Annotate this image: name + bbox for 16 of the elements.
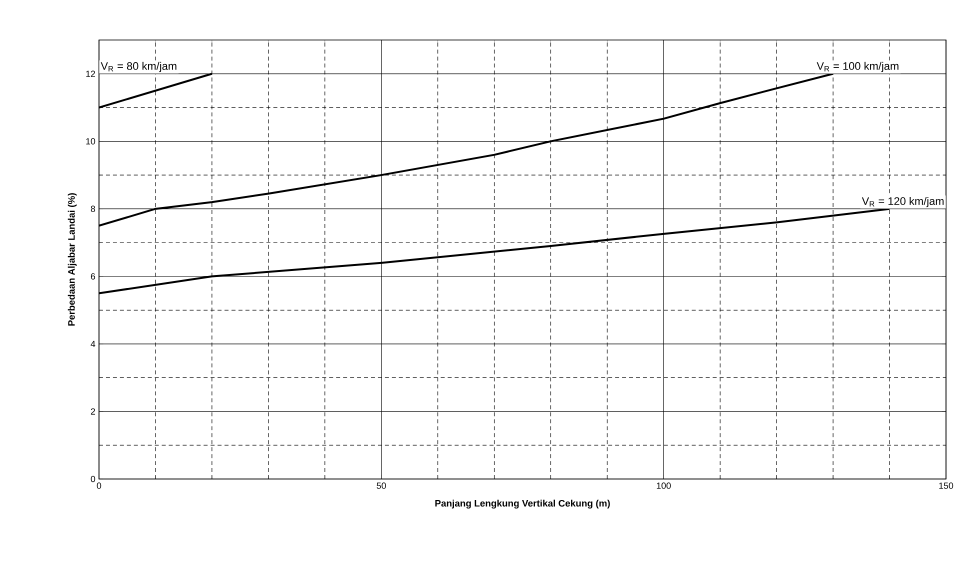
y-tick-label: 4 xyxy=(90,340,96,348)
series-label: V$_{R}$ = 100 km/jam xyxy=(816,62,898,72)
x-tick-label: 100 xyxy=(656,482,671,489)
y-tick-label: 10 xyxy=(86,138,96,144)
y-axis-title: Perbedaan Aljabar Landai (%) xyxy=(68,193,77,326)
y-tick-label: 8 xyxy=(90,206,96,212)
x-tick-label: 50 xyxy=(376,482,386,489)
y-tick-label: 12 xyxy=(86,70,96,77)
series-label: V$_{R}$ = 80 km/jam xyxy=(100,62,176,72)
x-tick-label: 150 xyxy=(939,482,954,489)
y-tick-label: 6 xyxy=(90,273,96,280)
legend-label: V$_{R}$ = 120 km/jam xyxy=(862,196,944,208)
y-tick-label: 2 xyxy=(90,408,96,415)
y-tick-label: 0 xyxy=(90,476,96,482)
x-axis-title: Panjang Lengkung Vertikal Cekung (m) xyxy=(435,500,610,509)
x-tick-label: 0 xyxy=(96,482,102,489)
